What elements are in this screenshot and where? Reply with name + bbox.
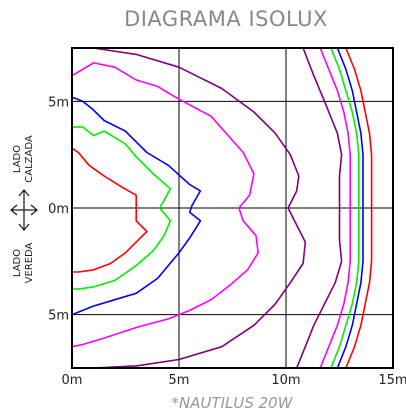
y-axis-ticks: 5m 0m 5m [48,95,69,323]
side-label-upper-line1: LADO [12,145,23,173]
isolux-curve-5 [93,47,307,369]
plot-frame [71,47,394,369]
isolux-curve-1 [71,147,148,273]
isolux-curve-6 [295,47,343,369]
y-tick-label-0: 5m [48,95,69,110]
side-label-lower-line1: LADO [12,249,23,277]
x-tick-label-1: 5m [169,373,190,388]
isolux-curve-7 [319,47,352,369]
chart-title: DIAGRAMA ISOLUX [124,7,328,31]
x-tick-label-0: 0m [62,373,83,388]
x-tick-label-2: 10m [271,373,300,388]
isolux-curve-4 [71,62,260,348]
double-headed-arrow-icon [9,188,39,232]
isolux-curve-2 [72,126,172,290]
isolux-curve-10 [345,47,373,369]
side-label-upper-line2: CALZADA [24,135,35,183]
y-tick-label-2: 5m [48,309,69,324]
x-tick-label-3: 15m [378,373,406,388]
chart-subtitle: *NAUTILUS 20W [171,394,293,412]
isolux-curve-8 [330,47,360,369]
isolux-curve-9 [336,47,364,369]
isolux-curves [71,47,373,369]
side-label-lower-line2: VEREDA [24,242,35,283]
isolux-curve-3 [71,96,202,316]
y-tick-label-1: 0m [48,202,69,217]
x-axis-ticks: 0m 5m 10m 15m [62,373,406,388]
